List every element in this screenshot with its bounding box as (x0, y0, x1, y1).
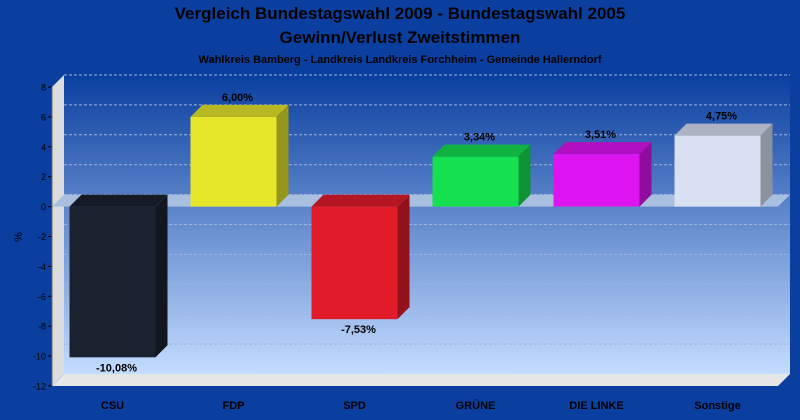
bar-value-label: 6,00% (222, 92, 253, 104)
x-tick-label: CSU (101, 400, 124, 412)
bar-front (432, 156, 519, 207)
bar-top (432, 144, 531, 157)
x-tick-label: SPD (343, 400, 366, 412)
bar-value-label: -7,53% (341, 324, 376, 336)
y-tick-label: 2 (41, 172, 46, 182)
bar-value-label: -10,08% (96, 362, 137, 374)
bars: -10,08% 6,00% -7,53% 3,34% 3,51% 4,75% (69, 92, 773, 374)
left-wall (52, 75, 64, 386)
bar-front (553, 154, 640, 207)
bar-top (190, 104, 289, 117)
bar-value-label: 3,51% (585, 129, 616, 141)
y-tick-label: -8 (38, 322, 46, 332)
chart-subtitle: Wahlkreis Bamberg - Landkreis Landkreis … (198, 54, 602, 66)
bar-top (311, 194, 410, 207)
y-axis: 8 6 4 2 0 -2 -4 -6 -8 -10 -12 (33, 83, 53, 392)
y-tick-label: -10 (33, 352, 46, 362)
x-tick-label: FDP (223, 400, 245, 412)
bar-front (311, 206, 398, 320)
y-tick-label: -2 (38, 232, 46, 242)
y-tick-label: 0 (41, 202, 46, 212)
x-tick-label: GRÜNE (456, 399, 496, 412)
bar-top (553, 142, 652, 155)
y-tick-label: -12 (33, 382, 46, 392)
bar-top (69, 194, 168, 207)
bar-grüne: 3,34% (432, 132, 531, 207)
floor (52, 374, 790, 386)
y-tick-label: 8 (41, 83, 46, 93)
y-tick-label: -6 (38, 292, 46, 302)
y-tick-label: -4 (38, 262, 46, 272)
bar-value-label: 3,34% (464, 132, 495, 144)
bar-front (190, 116, 277, 207)
y-tick-label: 4 (41, 142, 46, 152)
bar-side (397, 194, 410, 320)
chart-title-line2: Gewinn/Verlust Zweitstimmen (279, 28, 521, 47)
x-tick-label: Sonstige (694, 400, 740, 412)
bar-front (674, 135, 761, 207)
bar-side (276, 104, 289, 207)
bar-value-label: 4,75% (706, 111, 737, 123)
y-axis-label: % (13, 232, 25, 242)
x-axis-labels: CSU FDP SPD GRÜNE DIE LINKE Sonstige (101, 399, 741, 412)
bar-top (674, 123, 773, 136)
bar-front (69, 206, 156, 358)
bar-die-linke: 3,51% (553, 129, 652, 207)
chart-title-line1: Vergleich Bundestagswahl 2009 - Bundesta… (174, 4, 626, 23)
bar-fdp: 6,00% (190, 92, 289, 207)
bar-sonstige: 4,75% (674, 111, 773, 207)
bar-side (155, 194, 168, 358)
bar-spd: -7,53% (311, 194, 410, 336)
bar-side (518, 144, 531, 207)
bar-side (760, 123, 773, 207)
bar-side (639, 142, 652, 207)
y-tick-label: 6 (41, 112, 46, 122)
bar-csu: -10,08% (69, 194, 168, 374)
x-tick-label: DIE LINKE (569, 400, 623, 412)
